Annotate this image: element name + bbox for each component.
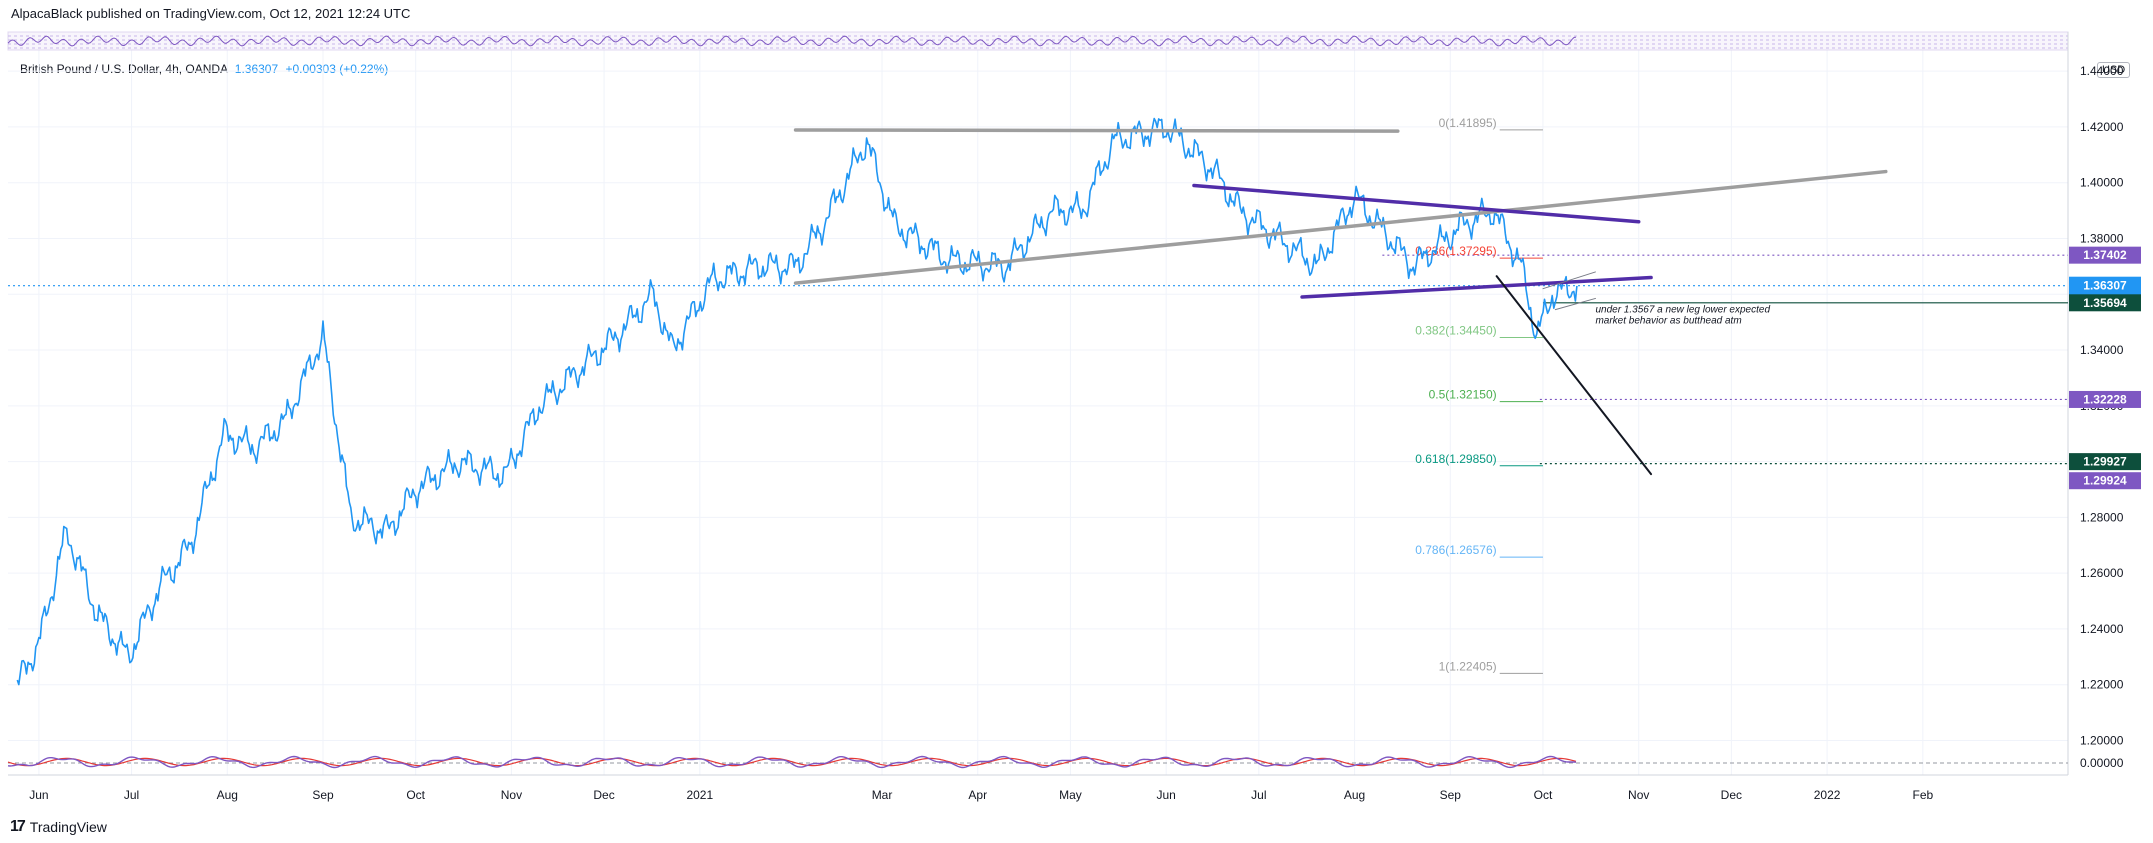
x-tick-label: Jul [1251, 788, 1266, 802]
x-tick-label: 2021 [686, 788, 713, 802]
small-wedge-upper [1542, 271, 1596, 290]
y-tick-label: 1.28000 [2080, 510, 2124, 524]
x-tick-label: Aug [217, 788, 238, 802]
footer-brand[interactable]: 17 TradingView [10, 818, 107, 836]
projection-line [1495, 275, 1653, 476]
y-tick-label: 1.44000 [2080, 64, 2124, 78]
fib-level-label: 0.618(1.29850) [1415, 452, 1496, 466]
currency-button[interactable]: USD [2097, 62, 2131, 78]
fib-level-label: 0(1.41895) [1439, 116, 1497, 130]
price-series-line [16, 117, 1578, 686]
y-tick-label: 1.20000 [2080, 733, 2124, 747]
publisher-caption: AlpacaBlack published on TradingView.com… [11, 6, 411, 21]
x-tick-label: Oct [1534, 788, 1553, 802]
x-tick-label: Mar [872, 788, 893, 802]
tradingview-logo-icon: 17 [10, 818, 26, 835]
x-tick-label: Dec [593, 788, 614, 802]
rising-trendline [793, 169, 1888, 285]
x-tick-label: May [1059, 788, 1082, 802]
y-tick-label: 1.22000 [2080, 678, 2124, 692]
price-axis-badge-label: 1.32228 [2083, 392, 2127, 406]
price-axis-badge [2069, 246, 2141, 264]
x-tick-label: Sep [1440, 788, 1462, 802]
x-tick-label: 2022 [1814, 788, 1841, 802]
x-tick-label: Nov [501, 788, 522, 802]
x-tick-label: Jun [1156, 788, 1175, 802]
fib-level-label: 0.236(1.37295) [1415, 244, 1496, 258]
symbol-name: British Pound / U.S. Dollar, 4h, OANDA [20, 62, 228, 76]
y-tick-label: 1.34000 [2080, 343, 2124, 357]
annotation-text: market behavior as butthead atm [1595, 315, 1741, 326]
upper-channel-line [1192, 183, 1641, 224]
last-price: 1.36307 [234, 62, 279, 76]
x-tick-label: Jul [124, 788, 139, 802]
price-axis-badge-label: 1.36307 [2083, 279, 2127, 293]
lower-channel-line [1300, 275, 1653, 299]
brand-name: TradingView [29, 819, 107, 835]
price-change: +0.00303 (+0.22%) [285, 62, 389, 76]
x-tick-label: Dec [1721, 788, 1742, 802]
y-tick-label: 1.38000 [2080, 231, 2124, 245]
resistance-line [793, 128, 1400, 133]
x-tick-label: Oct [406, 788, 425, 802]
price-axis-badge-label: 1.35694 [2083, 296, 2127, 310]
x-tick-label: Apr [968, 788, 987, 802]
top-indicator-strip [7, 31, 2069, 51]
x-tick-label: Nov [1628, 788, 1649, 802]
fib-level-label: 1(1.22405) [1439, 659, 1497, 673]
price-axis-badge-label: 1.37402 [2083, 248, 2127, 262]
fib-level-label: 0.786(1.26576) [1415, 543, 1496, 557]
price-axis-badge [2069, 294, 2141, 312]
price-axis-badge-label: 1.29924 [2083, 474, 2127, 488]
price-axis-badge-label: 1.29927 [2083, 455, 2127, 469]
x-tick-label: Aug [1344, 788, 1365, 802]
y-tick-label: 1.24000 [2080, 622, 2124, 636]
y-tick-label: 1.42000 [2080, 120, 2124, 134]
fib-level-label: 0.5(1.32150) [1429, 388, 1497, 402]
x-tick-label: Sep [312, 788, 334, 802]
symbol-legend: British Pound / U.S. Dollar, 4h, OANDA 1… [20, 62, 388, 76]
price-axis-badge [2069, 472, 2141, 490]
price-axis-badge [2069, 390, 2141, 408]
top-strip-series [7, 35, 1577, 47]
annotation-text: under 1.3567 a new leg lower expected [1595, 304, 1770, 315]
fib-level-label: 0.382(1.34450) [1415, 323, 1496, 337]
y-tick-label: 1.26000 [2080, 566, 2124, 580]
x-tick-label: Jun [29, 788, 48, 802]
price-axis-badge [2069, 453, 2141, 471]
small-wedge-lower [1554, 297, 1596, 311]
oscillator-zero-label: 0.00000 [2080, 756, 2124, 770]
x-tick-label: Feb [1912, 788, 1933, 802]
y-tick-label: 1.40000 [2080, 176, 2124, 190]
oscillator-main-line [7, 755, 1577, 769]
